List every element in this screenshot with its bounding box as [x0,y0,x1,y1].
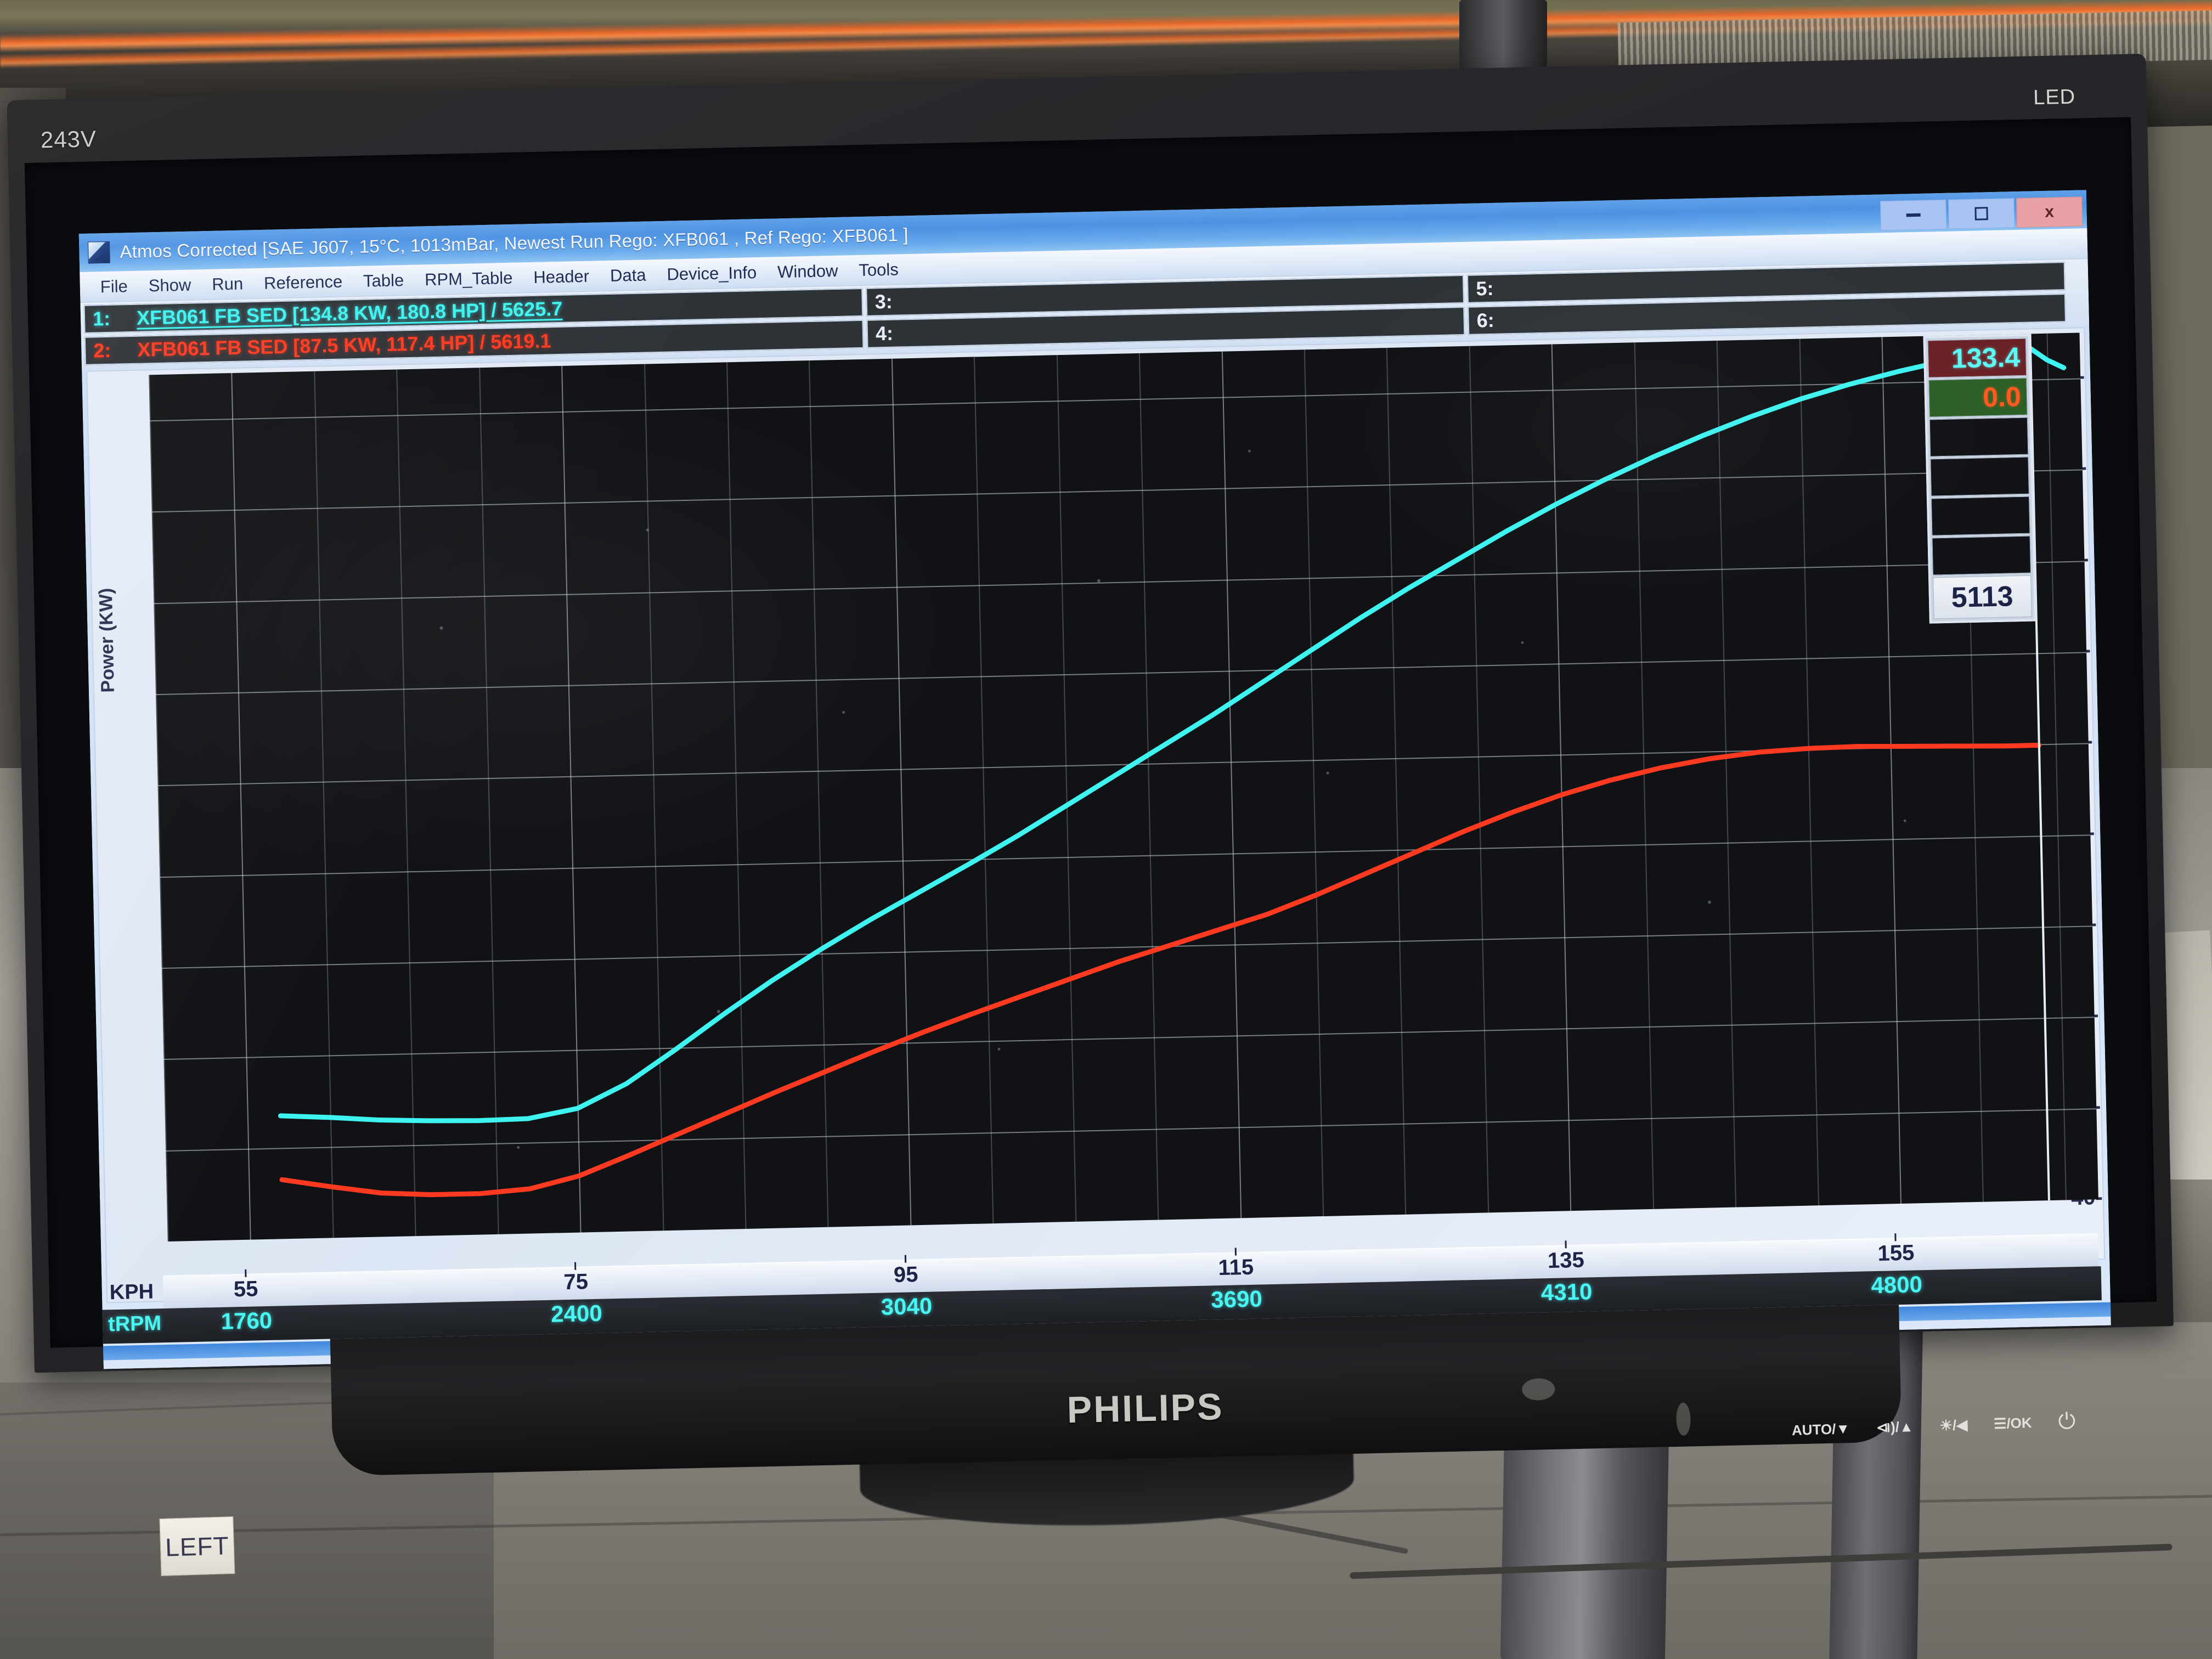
monitor-led-label: LED [2033,85,2076,110]
philips-monitor: 243V LED Atmos Corrected [SAE J607, 15°C… [7,53,2176,1576]
run-index-2: 2: [93,338,111,362]
menu-item-reference[interactable]: Reference [263,272,343,293]
x-tick-rpm-4800: 4800 [1870,1271,1923,1299]
run-index-3: 3: [874,290,893,313]
brand-logo: PHILIPS [1066,1386,1224,1431]
x-tick-rpm-3690: 3690 [1210,1285,1263,1313]
readout-value-4 [1930,456,2029,496]
monitor-model-label: 243V [40,126,97,153]
plot-area[interactable] [149,332,2098,1242]
menu-item-header[interactable]: Header [533,266,590,287]
screen-dust-speck [1707,900,1712,904]
maximize-icon [1974,207,1988,221]
run-index-1: 1: [92,307,111,330]
run-legend-column-3: 5: 6: [1466,262,2067,335]
screen-dust-speck [1097,579,1101,583]
close-button[interactable]: x [2016,196,2083,228]
readout-value-2: 0.0 [1928,377,2028,417]
menu-item-tools[interactable]: Tools [858,259,899,280]
power-curves [278,346,2067,1198]
screen-dust-speck [1326,771,1329,775]
x-tick-kph-75: 75 [563,1269,589,1295]
chart-frame: Power (KW) 40-50-60-70-80-90-100-110-120… [86,327,2106,1304]
menu-item-table[interactable]: Table [363,270,404,291]
auto-down-button[interactable]: AUTO/▼ [1791,1420,1850,1439]
menu-item-device_info[interactable]: Device_Info [667,262,757,284]
x-tick-kph-95: 95 [893,1262,918,1288]
menu-item-data[interactable]: Data [610,265,646,285]
screen-dust-speck [842,710,845,714]
x-axis-kph-label: KPH [109,1280,154,1305]
x-tick-rpm-1760: 1760 [221,1307,273,1334]
screen-dust-speck [646,528,649,532]
menu-ok-button[interactable]: ☰/OK [1993,1414,2033,1432]
menu-item-run[interactable]: Run [211,274,244,294]
screen-dust-speck [1903,819,1906,822]
series-path-1 [278,346,2067,1124]
left-sticker-label: LEFT [159,1516,235,1576]
app-icon [87,241,110,264]
maximize-button[interactable] [1948,198,2015,229]
monitor-screen: Atmos Corrected [SAE J607, 15°C, 1013mBa… [78,190,2111,1369]
run-label-2: XFB061 FB SED [87.5 KW, 117.4 HP] / 5619… [137,329,551,361]
run-index-5: 5: [1475,276,1494,300]
x-tick-kph-135: 135 [1547,1248,1585,1273]
screen-dust-speck [997,1047,1001,1051]
window-controls: x [1880,196,2083,231]
x-tick-rpm-2400: 2400 [550,1300,603,1327]
run-legend-column-2: 3: 4: [866,274,1465,348]
volume-up-button[interactable]: ⧏)/▲ [1876,1418,1914,1436]
cursor-readout-panel: 133.4 0.0 5113 [1923,334,2036,624]
screen-dust-speck [1521,641,1524,644]
series-path-2 [279,742,2042,1198]
x-tick-kph-115: 115 [1218,1255,1254,1280]
x-axis-rpm-label: tRPM [108,1312,162,1336]
menu-item-show[interactable]: Show [148,275,191,295]
x-tick-rpm-4310: 4310 [1541,1278,1593,1306]
run-index-4: 4: [875,321,894,345]
readout-value-5 [1931,496,2030,536]
minimize-icon [1906,213,1921,217]
x-tick-kph-155: 155 [1877,1240,1915,1266]
menu-item-window[interactable]: Window [777,261,838,281]
readout-value-3 [1929,417,2029,457]
run-label-1: XFB061 FB SED [134.8 KW, 180.8 HP] / 562… [136,297,563,329]
minimize-button[interactable] [1880,199,1947,231]
readout-value-1: 133.4 [1927,338,2027,378]
readout-rpm: 5113 [1932,575,2032,619]
power-button[interactable]: ⏻ [2057,1409,2076,1434]
screen-dust-speck [1248,449,1251,453]
dyno-application-window: Atmos Corrected [SAE J607, 15°C, 1013mBa… [78,190,2111,1369]
menu-item-rpm_table[interactable]: RPM_Table [424,268,513,289]
screen-dust-speck [517,1146,520,1149]
y-axis-title: Power (KW) [95,588,119,693]
readout-value-6 [1932,535,2031,575]
brightness-left-button[interactable]: ☀/◀ [1939,1416,1968,1434]
menu-item-file[interactable]: File [100,276,128,296]
x-tick-rpm-3040: 3040 [881,1293,933,1320]
run-index-6: 6: [1476,308,1495,332]
x-tick-kph-55: 55 [233,1277,258,1302]
